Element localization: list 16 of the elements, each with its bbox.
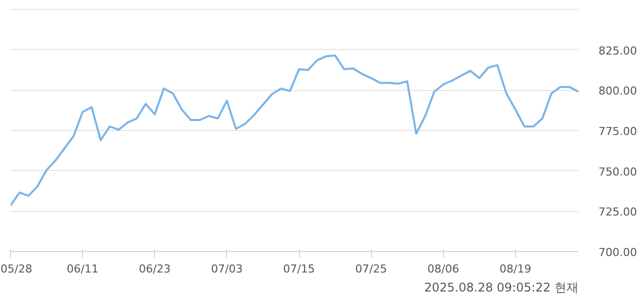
y-tick-label: 750.00 xyxy=(598,165,637,178)
line-series xyxy=(10,54,578,207)
x-tick-label: 07/03 xyxy=(211,262,243,276)
y-tick-label: 775.00 xyxy=(598,125,637,138)
y-tick-label: 725.00 xyxy=(598,206,637,219)
x-tick-label: 06/11 xyxy=(66,262,98,276)
x-tick-label: 06/23 xyxy=(138,262,171,276)
x-tick-label: 05/28 xyxy=(0,262,32,276)
y-tick-label: 825.00 xyxy=(598,44,637,58)
x-tick-label: 07/25 xyxy=(355,262,387,276)
x-tick-label: 07/15 xyxy=(283,262,315,276)
y-tick-label: 700.00 xyxy=(598,246,637,259)
y-tick-label: 800.00 xyxy=(598,84,637,98)
text: 2025.08.28 09:05:22 현재 xyxy=(424,280,579,294)
x-tick-label: 08/06 xyxy=(427,262,460,276)
x-tick-label: 08/19 xyxy=(500,262,532,276)
